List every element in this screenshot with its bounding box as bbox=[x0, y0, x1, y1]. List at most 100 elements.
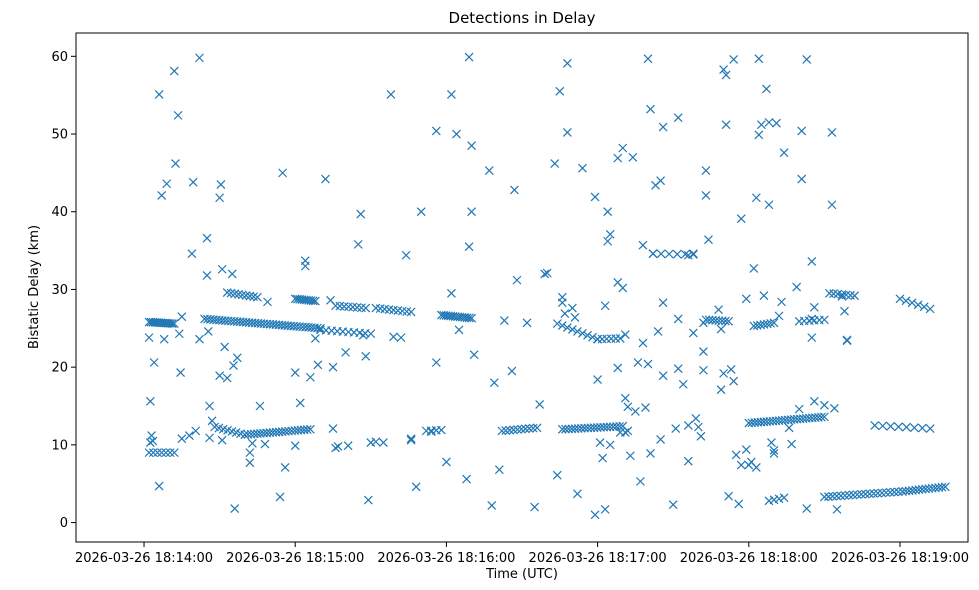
data-point-marker bbox=[321, 174, 330, 184]
data-point-marker bbox=[275, 492, 285, 502]
data-point-marker bbox=[396, 333, 406, 343]
data-point-marker bbox=[673, 314, 683, 324]
data-point-marker bbox=[917, 423, 927, 433]
data-point-marker bbox=[680, 249, 690, 259]
data-point-marker bbox=[169, 448, 179, 458]
data-point-marker bbox=[501, 426, 511, 435]
data-point-marker bbox=[656, 176, 666, 186]
data-point-marker bbox=[784, 423, 794, 433]
data-point-marker bbox=[222, 288, 232, 297]
data-point-marker bbox=[736, 214, 746, 224]
data-point-marker bbox=[171, 159, 180, 168]
data-point-marker bbox=[886, 421, 896, 431]
data-point-marker bbox=[720, 316, 730, 326]
data-point-marker bbox=[290, 368, 300, 378]
data-point-marker bbox=[593, 375, 603, 385]
data-point-marker bbox=[174, 329, 184, 339]
data-point-marker bbox=[188, 177, 198, 187]
data-point-marker bbox=[719, 65, 729, 74]
data-point-marker bbox=[195, 53, 204, 63]
data-point-marker bbox=[827, 200, 837, 210]
data-point-marker bbox=[683, 250, 693, 260]
data-point-marker bbox=[837, 290, 847, 299]
data-point-marker bbox=[600, 504, 610, 514]
data-point-marker bbox=[623, 426, 633, 436]
data-point-marker bbox=[562, 128, 572, 137]
data-point-marker bbox=[590, 510, 600, 520]
data-point-marker bbox=[620, 330, 630, 339]
data-point-marker bbox=[249, 292, 259, 302]
y-tick-label: 40 bbox=[51, 205, 68, 220]
data-point-marker bbox=[315, 323, 325, 333]
data-point-marker bbox=[842, 336, 852, 346]
data-point-marker bbox=[919, 302, 929, 312]
data-point-marker bbox=[829, 289, 839, 299]
data-point-marker bbox=[895, 294, 905, 304]
data-point-marker bbox=[819, 400, 829, 410]
data-point-marker bbox=[313, 360, 323, 370]
data-point-marker bbox=[361, 351, 371, 361]
data-point-marker bbox=[169, 319, 179, 329]
y-tick-label: 0 bbox=[60, 516, 68, 531]
data-point-marker bbox=[678, 379, 688, 389]
data-point-marker bbox=[305, 424, 315, 434]
data-point-marker bbox=[227, 269, 237, 279]
data-point-marker bbox=[925, 424, 935, 433]
data-point-marker bbox=[636, 476, 645, 486]
data-point-marker bbox=[328, 362, 338, 372]
data-point-marker bbox=[153, 448, 162, 458]
y-tick-label: 50 bbox=[51, 128, 68, 143]
data-point-marker bbox=[716, 385, 726, 395]
data-point-marker bbox=[749, 264, 759, 273]
data-point-marker bbox=[613, 153, 623, 163]
data-point-marker bbox=[761, 84, 771, 94]
data-point-marker bbox=[344, 302, 353, 312]
data-point-marker bbox=[683, 421, 693, 430]
data-point-marker bbox=[302, 425, 312, 435]
data-point-marker bbox=[606, 334, 616, 344]
data-point-marker bbox=[848, 490, 858, 500]
data-point-marker bbox=[363, 495, 373, 505]
data-point-marker bbox=[145, 438, 155, 447]
data-point-marker bbox=[144, 333, 154, 343]
data-point-marker bbox=[837, 292, 847, 301]
data-point-marker bbox=[578, 328, 587, 338]
data-point-marker bbox=[658, 122, 668, 132]
data-point-marker bbox=[462, 474, 471, 484]
data-point-marker bbox=[489, 378, 499, 388]
data-point-marker bbox=[176, 368, 185, 378]
data-point-marker bbox=[326, 295, 335, 305]
data-point-marker bbox=[578, 163, 587, 173]
data-point-marker bbox=[729, 376, 739, 386]
data-point-marker bbox=[469, 350, 479, 360]
data-point-marker bbox=[618, 283, 628, 293]
y-tick-label: 60 bbox=[51, 50, 68, 65]
data-point-marker bbox=[361, 303, 371, 313]
data-point-marker bbox=[386, 89, 396, 99]
data-point-marker bbox=[769, 448, 779, 458]
data-point-marker bbox=[159, 334, 169, 344]
data-point-marker bbox=[769, 445, 779, 455]
data-point-marker bbox=[611, 334, 621, 343]
data-point-marker bbox=[494, 465, 504, 475]
data-point-marker bbox=[719, 368, 729, 378]
data-point-marker bbox=[688, 328, 698, 338]
data-point-marker bbox=[643, 359, 653, 369]
data-point-marker bbox=[220, 342, 230, 352]
x-tick-label: 2026-03-26 18:19:00 bbox=[831, 551, 969, 566]
data-point-marker bbox=[668, 500, 678, 510]
data-point-marker bbox=[557, 321, 567, 331]
data-point-marker bbox=[300, 261, 310, 271]
data-point-marker bbox=[426, 427, 436, 437]
data-point-marker bbox=[797, 126, 807, 136]
data-point-marker bbox=[464, 52, 474, 62]
data-point-marker bbox=[641, 403, 650, 412]
data-point-marker bbox=[877, 488, 887, 498]
data-point-marker bbox=[499, 316, 509, 325]
data-point-marker bbox=[528, 423, 538, 433]
data-point-marker bbox=[688, 249, 698, 259]
data-point-marker bbox=[779, 493, 789, 503]
data-point-marker bbox=[925, 304, 935, 314]
data-point-marker bbox=[280, 462, 290, 472]
data-point-marker bbox=[310, 333, 320, 343]
